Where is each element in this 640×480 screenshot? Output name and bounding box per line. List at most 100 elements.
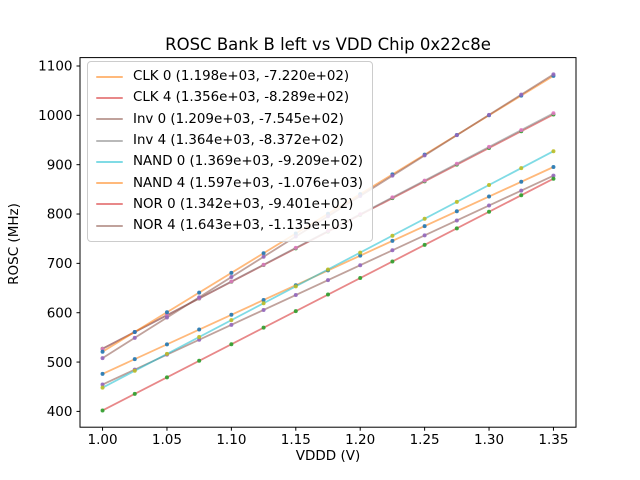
- scatter-point-clk-0: [132, 357, 137, 362]
- scatter-point-nor-4: [422, 153, 427, 158]
- scatter-point-inv-0: [487, 203, 492, 208]
- scatter-point-nor-4: [390, 173, 395, 178]
- scatter-point-inv-4: [261, 262, 266, 267]
- legend-line-sample: [96, 224, 123, 227]
- legend-entry-label: NAND 4 (1.597e+03, -1.076e+03): [133, 175, 363, 191]
- scatter-point-inv-0: [261, 307, 266, 312]
- scatter-point-nor-0: [326, 292, 330, 297]
- scatter-point-nand-0: [326, 267, 330, 272]
- scatter-point-inv-4: [454, 161, 459, 166]
- scatter-point-inv-4: [293, 245, 298, 250]
- scatter-point-nand-0: [229, 318, 234, 323]
- scatter-point-inv-0: [197, 337, 202, 342]
- scatter-point-clk-0: [100, 371, 105, 376]
- scatter-point-inv-0: [454, 218, 459, 223]
- scatter-point-nor-0: [519, 193, 524, 198]
- y-tick-label: 400: [47, 404, 73, 420]
- legend-entry-nor-4: NOR 4 (1.643e+03, -1.135e+03): [96, 215, 363, 236]
- scatter-point-inv-4: [422, 178, 427, 183]
- scatter-point-nor-0: [454, 226, 459, 231]
- scatter-point-nor-0: [100, 408, 105, 413]
- scatter-point-clk-0: [551, 164, 556, 169]
- scatter-point-inv-0: [293, 293, 298, 298]
- scatter-point-clk-0: [422, 224, 427, 229]
- scatter-point-inv-4: [487, 144, 492, 149]
- scatter-point-nand-4: [164, 310, 169, 315]
- scatter-point-nand-4: [100, 349, 105, 354]
- scatter-point-nand-0: [100, 385, 105, 390]
- scatter-point-clk-0: [454, 209, 459, 214]
- scatter-point-nor-4: [519, 92, 524, 97]
- scatter-point-clk-0: [358, 253, 363, 258]
- y-tick-label: 500: [47, 355, 73, 371]
- scatter-point-nand-0: [454, 199, 459, 204]
- x-axis-label: VDDD (V): [295, 448, 361, 464]
- scatter-point-nand-0: [519, 166, 524, 171]
- x-tick-label: 1.30: [474, 432, 504, 448]
- scatter-point-inv-0: [100, 382, 105, 387]
- x-tick-label: 1.00: [88, 432, 118, 448]
- legend-entry-inv-4: Inv 4 (1.364e+03, -8.372e+02): [96, 130, 363, 151]
- scatter-point-nor-0: [164, 375, 169, 380]
- scatter-point-clk-0: [519, 179, 524, 184]
- legend-entry-clk-4: CLK 4 (1.356e+03, -8.289e+02): [96, 87, 363, 108]
- scatter-point-inv-4: [229, 279, 234, 284]
- legend-entry-inv-0: Inv 0 (1.209e+03, -7.545e+02): [96, 109, 363, 130]
- scatter-point-nor-0: [261, 325, 266, 330]
- scatter-point-inv-0: [358, 263, 363, 268]
- legend-line-sample: [96, 182, 123, 185]
- legend-line-sample: [96, 96, 123, 99]
- x-tick-label: 1.05: [152, 432, 182, 448]
- x-tick-label: 1.20: [345, 432, 375, 448]
- legend-entry-nor-0: NOR 0 (1.342e+03, -9.401e+02): [96, 194, 363, 215]
- scatter-point-nand-0: [487, 183, 492, 188]
- scatter-point-nor-0: [422, 242, 427, 247]
- scatter-point-inv-4: [551, 111, 556, 116]
- y-tick-label: 600: [47, 305, 73, 321]
- scatter-point-clk-0: [229, 312, 234, 317]
- scatter-point-clk-0: [164, 342, 169, 347]
- axes-spines: [79, 57, 577, 428]
- scatter-point-nand-4: [229, 270, 234, 275]
- scatter-point-nor-4: [454, 133, 459, 138]
- scatter-point-nand-0: [164, 351, 169, 356]
- legend-entry-label: Inv 0 (1.209e+03, -7.545e+02): [133, 111, 344, 127]
- scatter-point-inv-0: [390, 248, 395, 253]
- scatter-point-nor-4: [197, 295, 202, 300]
- legend-line-sample: [96, 160, 123, 163]
- scatter-point-nor-0: [229, 342, 234, 347]
- y-tick-label: 800: [47, 207, 73, 223]
- scatter-point-nand-0: [197, 334, 202, 339]
- legend-entry-label: CLK 0 (1.198e+03, -7.220e+02): [133, 69, 350, 85]
- legend-entry-nand-4: NAND 4 (1.597e+03, -1.076e+03): [96, 172, 363, 193]
- scatter-point-nor-0: [551, 176, 556, 181]
- scatter-point-clk-0: [487, 194, 492, 199]
- scatter-point-inv-0: [229, 322, 234, 327]
- scatter-point-nor-0: [390, 259, 395, 264]
- scatter-point-inv-0: [422, 233, 427, 238]
- y-tick-label: 700: [47, 256, 73, 272]
- scatter-point-nand-0: [422, 216, 427, 221]
- scatter-point-nor-0: [358, 276, 363, 281]
- scatter-point-nor-0: [197, 358, 202, 363]
- scatter-point-inv-4: [519, 128, 524, 133]
- legend-line-sample: [96, 75, 123, 78]
- scatter-point-nor-0: [293, 309, 298, 314]
- legend-entry-label: CLK 4 (1.356e+03, -8.289e+02): [133, 90, 350, 106]
- scatter-point-nand-0: [390, 233, 395, 238]
- scatter-point-clk-0: [197, 327, 202, 332]
- scatter-point-nor-4: [261, 254, 266, 259]
- scatter-point-nand-0: [293, 284, 298, 289]
- scatter-point-nor-4: [229, 275, 234, 280]
- legend-box: CLK 0 (1.198e+03, -7.220e+02) CLK 4 (1.35…: [87, 61, 373, 243]
- scatter-point-nand-0: [132, 368, 137, 373]
- x-tick-label: 1.15: [281, 432, 311, 448]
- x-tick-label: 1.10: [216, 432, 246, 448]
- scatter-point-inv-0: [519, 188, 524, 193]
- scatter-point-nand-4: [132, 330, 137, 335]
- x-tick-label: 1.35: [538, 432, 568, 448]
- chart-title: ROSC Bank B left vs VDD Chip 0x22c8e: [165, 35, 491, 54]
- scatter-point-nor-4: [551, 72, 556, 77]
- y-tick-label: 1000: [38, 108, 72, 124]
